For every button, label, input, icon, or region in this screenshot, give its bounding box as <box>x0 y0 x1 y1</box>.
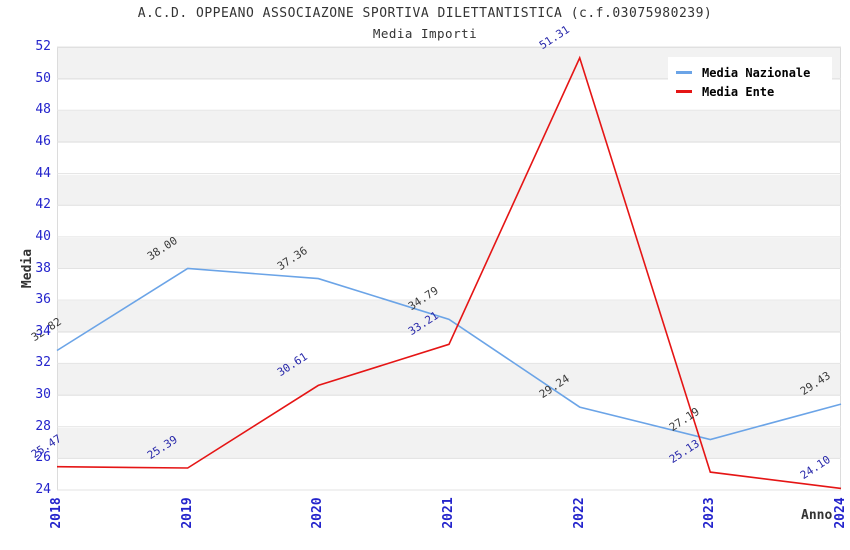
legend-label: Media Ente <box>702 84 775 99</box>
plot-band <box>58 427 840 460</box>
plot-area <box>57 47 841 491</box>
legend: Media Nazionale Media Ente <box>668 57 832 107</box>
media-ente-line-swatch-icon <box>676 90 692 93</box>
plot-band <box>58 111 840 143</box>
y-tick-label: 48 <box>35 102 51 118</box>
y-tick-label: 24 <box>35 482 51 497</box>
x-tick-label: 2024 <box>833 497 848 529</box>
x-tick-label: 2022 <box>571 497 587 529</box>
plot-band <box>58 237 840 270</box>
plot-band <box>58 174 840 207</box>
plot-band <box>58 142 840 175</box>
plot-band <box>58 332 840 365</box>
plot-band <box>58 301 840 333</box>
legend-item-media-ente: Media Ente <box>676 82 822 101</box>
x-tick-label: 2019 <box>179 497 195 529</box>
plot-band <box>58 269 840 302</box>
y-tick-label: 36 <box>35 292 51 308</box>
y-tick-label: 44 <box>35 165 51 181</box>
y-tick-label: 40 <box>35 228 51 244</box>
y-tick-label: 30 <box>35 387 51 403</box>
chart-subtitle: Media Importi <box>372 26 478 41</box>
series-line-media-ente <box>56 55 842 490</box>
plot-band <box>58 206 840 238</box>
y-tick-label: 32 <box>35 355 51 371</box>
x-tick-label: 2018 <box>49 497 64 529</box>
y-tick-label: 34 <box>35 323 51 339</box>
legend-item-media-nazionale: Media Nazionale <box>676 63 822 82</box>
x-axis-title: Anno <box>801 508 833 523</box>
y-tick-label: 46 <box>35 133 51 149</box>
series-line-media-nazionale <box>56 267 842 441</box>
y-tick-label: 38 <box>35 260 51 276</box>
y-tick-label: 26 <box>35 450 51 466</box>
plot-band <box>58 396 840 428</box>
y-tick-label: 28 <box>35 418 51 434</box>
x-tick-label: 2023 <box>702 497 718 529</box>
x-tick-label: 2021 <box>441 497 456 529</box>
y-tick-label: 42 <box>35 197 51 213</box>
chart-title: A.C.D. OPPEANO ASSOCIAZONE SPORTIVA DILE… <box>137 6 713 21</box>
x-tick-label: 2020 <box>310 497 326 529</box>
y-axis-title: Media <box>20 248 36 288</box>
y-tick-label: 52 <box>35 39 51 54</box>
legend-label: Media Nazionale <box>702 65 811 80</box>
y-tick-label: 50 <box>35 70 51 86</box>
plot-band <box>58 364 840 397</box>
plot-band <box>58 459 840 491</box>
media-nazionale-line-swatch-icon <box>676 71 692 74</box>
